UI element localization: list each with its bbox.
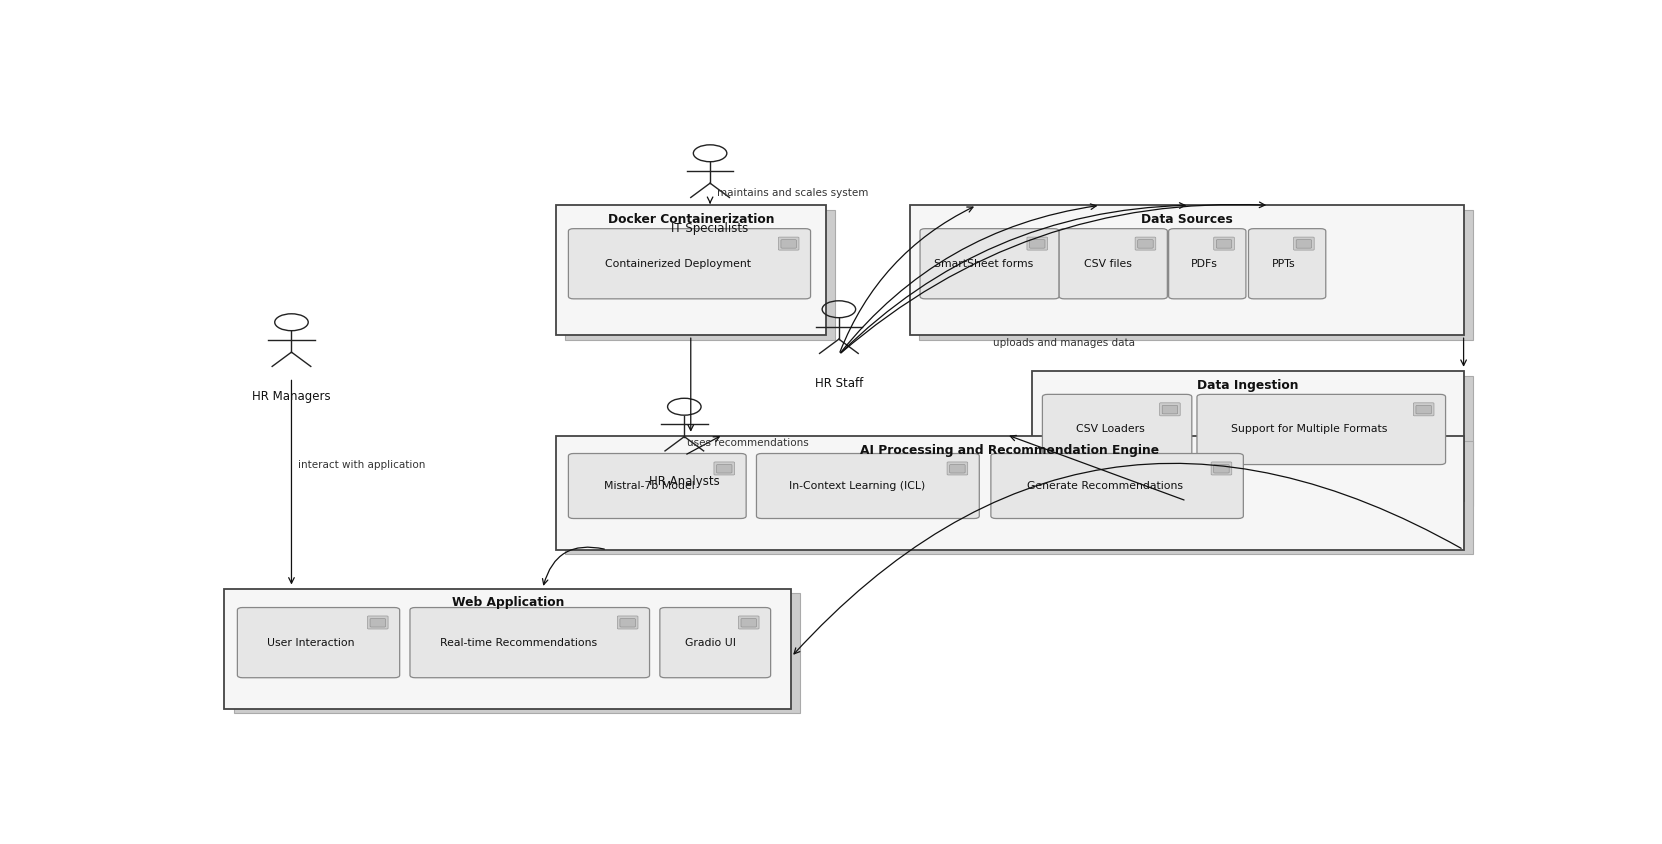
FancyBboxPatch shape	[568, 229, 811, 299]
FancyBboxPatch shape	[1168, 229, 1246, 299]
Text: Data Ingestion: Data Ingestion	[1197, 379, 1298, 392]
Text: Generate Recommendations: Generate Recommendations	[1027, 481, 1183, 491]
FancyBboxPatch shape	[1135, 237, 1155, 250]
Text: HR Analysts: HR Analysts	[648, 475, 720, 488]
Text: Containerized Deployment: Containerized Deployment	[605, 259, 751, 268]
FancyBboxPatch shape	[1027, 237, 1047, 250]
FancyBboxPatch shape	[1293, 237, 1315, 250]
Text: uploads and manages data: uploads and manages data	[994, 338, 1135, 349]
Text: Web Application: Web Application	[452, 597, 563, 609]
FancyBboxPatch shape	[1213, 237, 1235, 250]
FancyBboxPatch shape	[741, 619, 756, 627]
FancyBboxPatch shape	[756, 453, 979, 518]
FancyBboxPatch shape	[1162, 405, 1178, 414]
FancyBboxPatch shape	[1416, 405, 1431, 414]
FancyBboxPatch shape	[660, 608, 771, 678]
FancyBboxPatch shape	[224, 589, 791, 709]
FancyBboxPatch shape	[1042, 394, 1192, 464]
Text: In-Context Learning (ICL): In-Context Learning (ICL)	[789, 481, 926, 491]
FancyBboxPatch shape	[1029, 240, 1045, 248]
FancyBboxPatch shape	[716, 464, 731, 473]
FancyBboxPatch shape	[1040, 376, 1473, 506]
Text: User Interaction: User Interaction	[268, 637, 354, 647]
FancyBboxPatch shape	[1413, 403, 1434, 416]
Text: IT Specialists: IT Specialists	[671, 221, 748, 235]
FancyBboxPatch shape	[371, 619, 386, 627]
FancyBboxPatch shape	[949, 464, 966, 473]
FancyBboxPatch shape	[238, 608, 399, 678]
FancyBboxPatch shape	[919, 210, 1473, 340]
FancyBboxPatch shape	[715, 462, 735, 475]
FancyBboxPatch shape	[617, 616, 638, 629]
FancyBboxPatch shape	[1160, 403, 1180, 416]
Text: uses recommendations: uses recommendations	[686, 438, 809, 447]
FancyBboxPatch shape	[1217, 240, 1232, 248]
FancyBboxPatch shape	[565, 210, 834, 340]
FancyBboxPatch shape	[1248, 229, 1326, 299]
FancyBboxPatch shape	[1212, 462, 1232, 475]
FancyBboxPatch shape	[1032, 371, 1464, 501]
FancyBboxPatch shape	[1138, 240, 1153, 248]
Text: maintains and scales system: maintains and scales system	[716, 187, 868, 197]
FancyBboxPatch shape	[921, 229, 1059, 299]
Text: Data Sources: Data Sources	[1140, 213, 1233, 226]
FancyBboxPatch shape	[909, 205, 1464, 335]
FancyBboxPatch shape	[1296, 240, 1311, 248]
Text: interact with application: interact with application	[297, 461, 425, 470]
Text: AI Processing and Recommendation Engine: AI Processing and Recommendation Engine	[859, 444, 1158, 457]
Text: Gradio UI: Gradio UI	[685, 637, 736, 647]
Text: Support for Multiple Formats: Support for Multiple Formats	[1232, 425, 1388, 435]
Text: CSV Loaders: CSV Loaders	[1075, 425, 1145, 435]
FancyBboxPatch shape	[778, 237, 799, 250]
FancyBboxPatch shape	[555, 205, 826, 335]
FancyBboxPatch shape	[1197, 394, 1446, 464]
FancyBboxPatch shape	[1213, 464, 1230, 473]
Text: SmartSheet forms: SmartSheet forms	[934, 259, 1032, 268]
FancyBboxPatch shape	[565, 441, 1473, 555]
FancyBboxPatch shape	[555, 436, 1464, 549]
Text: PDFs: PDFs	[1190, 259, 1217, 268]
FancyBboxPatch shape	[1059, 229, 1167, 299]
FancyBboxPatch shape	[738, 616, 760, 629]
Text: Docker Containerization: Docker Containerization	[608, 213, 774, 226]
FancyBboxPatch shape	[411, 608, 650, 678]
Text: PPTs: PPTs	[1271, 259, 1296, 268]
FancyBboxPatch shape	[233, 593, 801, 713]
Text: HR Staff: HR Staff	[814, 377, 863, 391]
FancyBboxPatch shape	[991, 453, 1243, 518]
Text: HR Managers: HR Managers	[253, 391, 331, 403]
Text: Real-time Recommendations: Real-time Recommendations	[440, 637, 597, 647]
FancyBboxPatch shape	[620, 619, 635, 627]
FancyBboxPatch shape	[947, 462, 967, 475]
FancyBboxPatch shape	[367, 616, 387, 629]
FancyBboxPatch shape	[781, 240, 796, 248]
Text: CSV files: CSV files	[1084, 259, 1132, 268]
Text: Mistral-7b Model: Mistral-7b Model	[603, 481, 695, 491]
FancyBboxPatch shape	[568, 453, 746, 518]
